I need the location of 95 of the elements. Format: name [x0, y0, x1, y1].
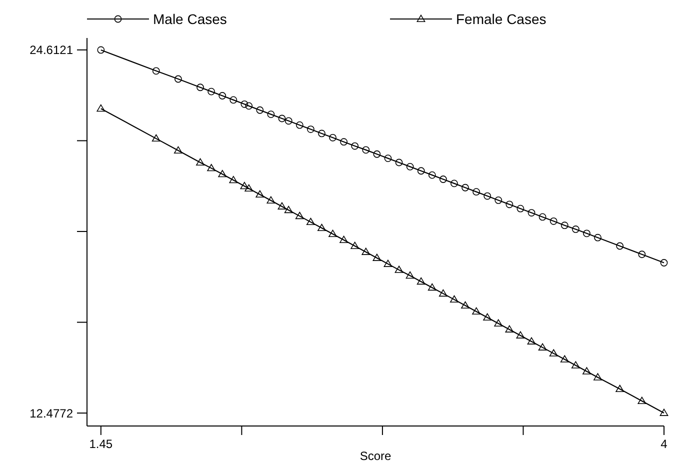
point: [267, 110, 275, 118]
point: [450, 180, 458, 188]
point: [506, 200, 514, 208]
point: [550, 217, 558, 225]
point: [266, 196, 276, 204]
point: [505, 325, 514, 332]
point: [245, 102, 253, 110]
point: [472, 188, 480, 196]
point: [306, 126, 314, 133]
point: [582, 367, 591, 374]
point: [306, 218, 315, 226]
point: [384, 260, 392, 267]
point: [208, 88, 216, 96]
point: [278, 114, 286, 122]
point: [416, 277, 426, 285]
point: [516, 331, 525, 338]
point: [594, 234, 602, 242]
point: [284, 117, 292, 125]
point: [660, 259, 668, 266]
x-axis-title: Score: [360, 449, 392, 463]
point: [538, 213, 546, 221]
point: [428, 283, 436, 291]
point: [318, 130, 326, 138]
point: [174, 146, 182, 154]
point: [616, 242, 624, 250]
point: [450, 295, 458, 303]
point: [373, 150, 381, 158]
legend-label: Male Cases: [153, 10, 227, 27]
point: [528, 209, 536, 216]
point: [196, 158, 204, 166]
point: [351, 142, 359, 150]
point: [218, 170, 227, 178]
point: [296, 121, 304, 129]
point: [428, 171, 436, 179]
point: [329, 134, 336, 142]
point: [340, 138, 348, 146]
y-tick-label: 12.4772: [30, 406, 74, 420]
point: [372, 254, 382, 261]
point: [572, 226, 580, 233]
point: [395, 158, 403, 166]
point: [362, 248, 370, 255]
point: [484, 192, 492, 200]
point: [256, 190, 264, 198]
point: [462, 184, 469, 192]
point: [152, 134, 160, 142]
point: [638, 396, 646, 404]
point: [96, 104, 106, 112]
point: [350, 242, 360, 249]
point: [494, 319, 503, 326]
point: [594, 373, 602, 380]
point: [384, 154, 392, 162]
point: [616, 384, 624, 392]
point: [660, 408, 668, 416]
x-tick-label: 1.45: [89, 437, 113, 451]
point: [394, 266, 404, 273]
point: [527, 337, 536, 344]
point: [218, 92, 226, 100]
point: [406, 162, 414, 170]
point: [483, 313, 492, 321]
x-tick-label: 4: [660, 437, 668, 451]
legend-label: Female Cases: [456, 10, 546, 27]
point: [196, 84, 204, 92]
point: [318, 224, 326, 232]
point: [406, 271, 414, 279]
point: [207, 164, 216, 172]
point: [461, 301, 470, 309]
point: [295, 212, 304, 220]
point: [229, 176, 238, 184]
point: [328, 230, 337, 238]
point: [284, 206, 293, 214]
point: [174, 75, 182, 83]
point: [97, 46, 105, 54]
point: [549, 349, 558, 356]
point: [472, 307, 481, 315]
point: [256, 106, 264, 114]
point: [340, 236, 348, 244]
point: [638, 250, 646, 258]
point: [438, 289, 448, 297]
point: [152, 67, 160, 75]
point: [240, 182, 249, 190]
point: [560, 355, 569, 362]
point: [516, 204, 524, 212]
point: [230, 96, 238, 104]
point: [571, 361, 580, 368]
point: [583, 230, 590, 238]
point: [417, 167, 425, 175]
point: [244, 184, 254, 192]
point: [439, 176, 447, 183]
point: [240, 100, 248, 108]
point: [494, 196, 502, 204]
point: [560, 222, 568, 230]
y-tick-label: 24.6121: [30, 43, 74, 58]
point: [538, 343, 547, 350]
point: [362, 146, 370, 154]
point: [278, 202, 286, 210]
